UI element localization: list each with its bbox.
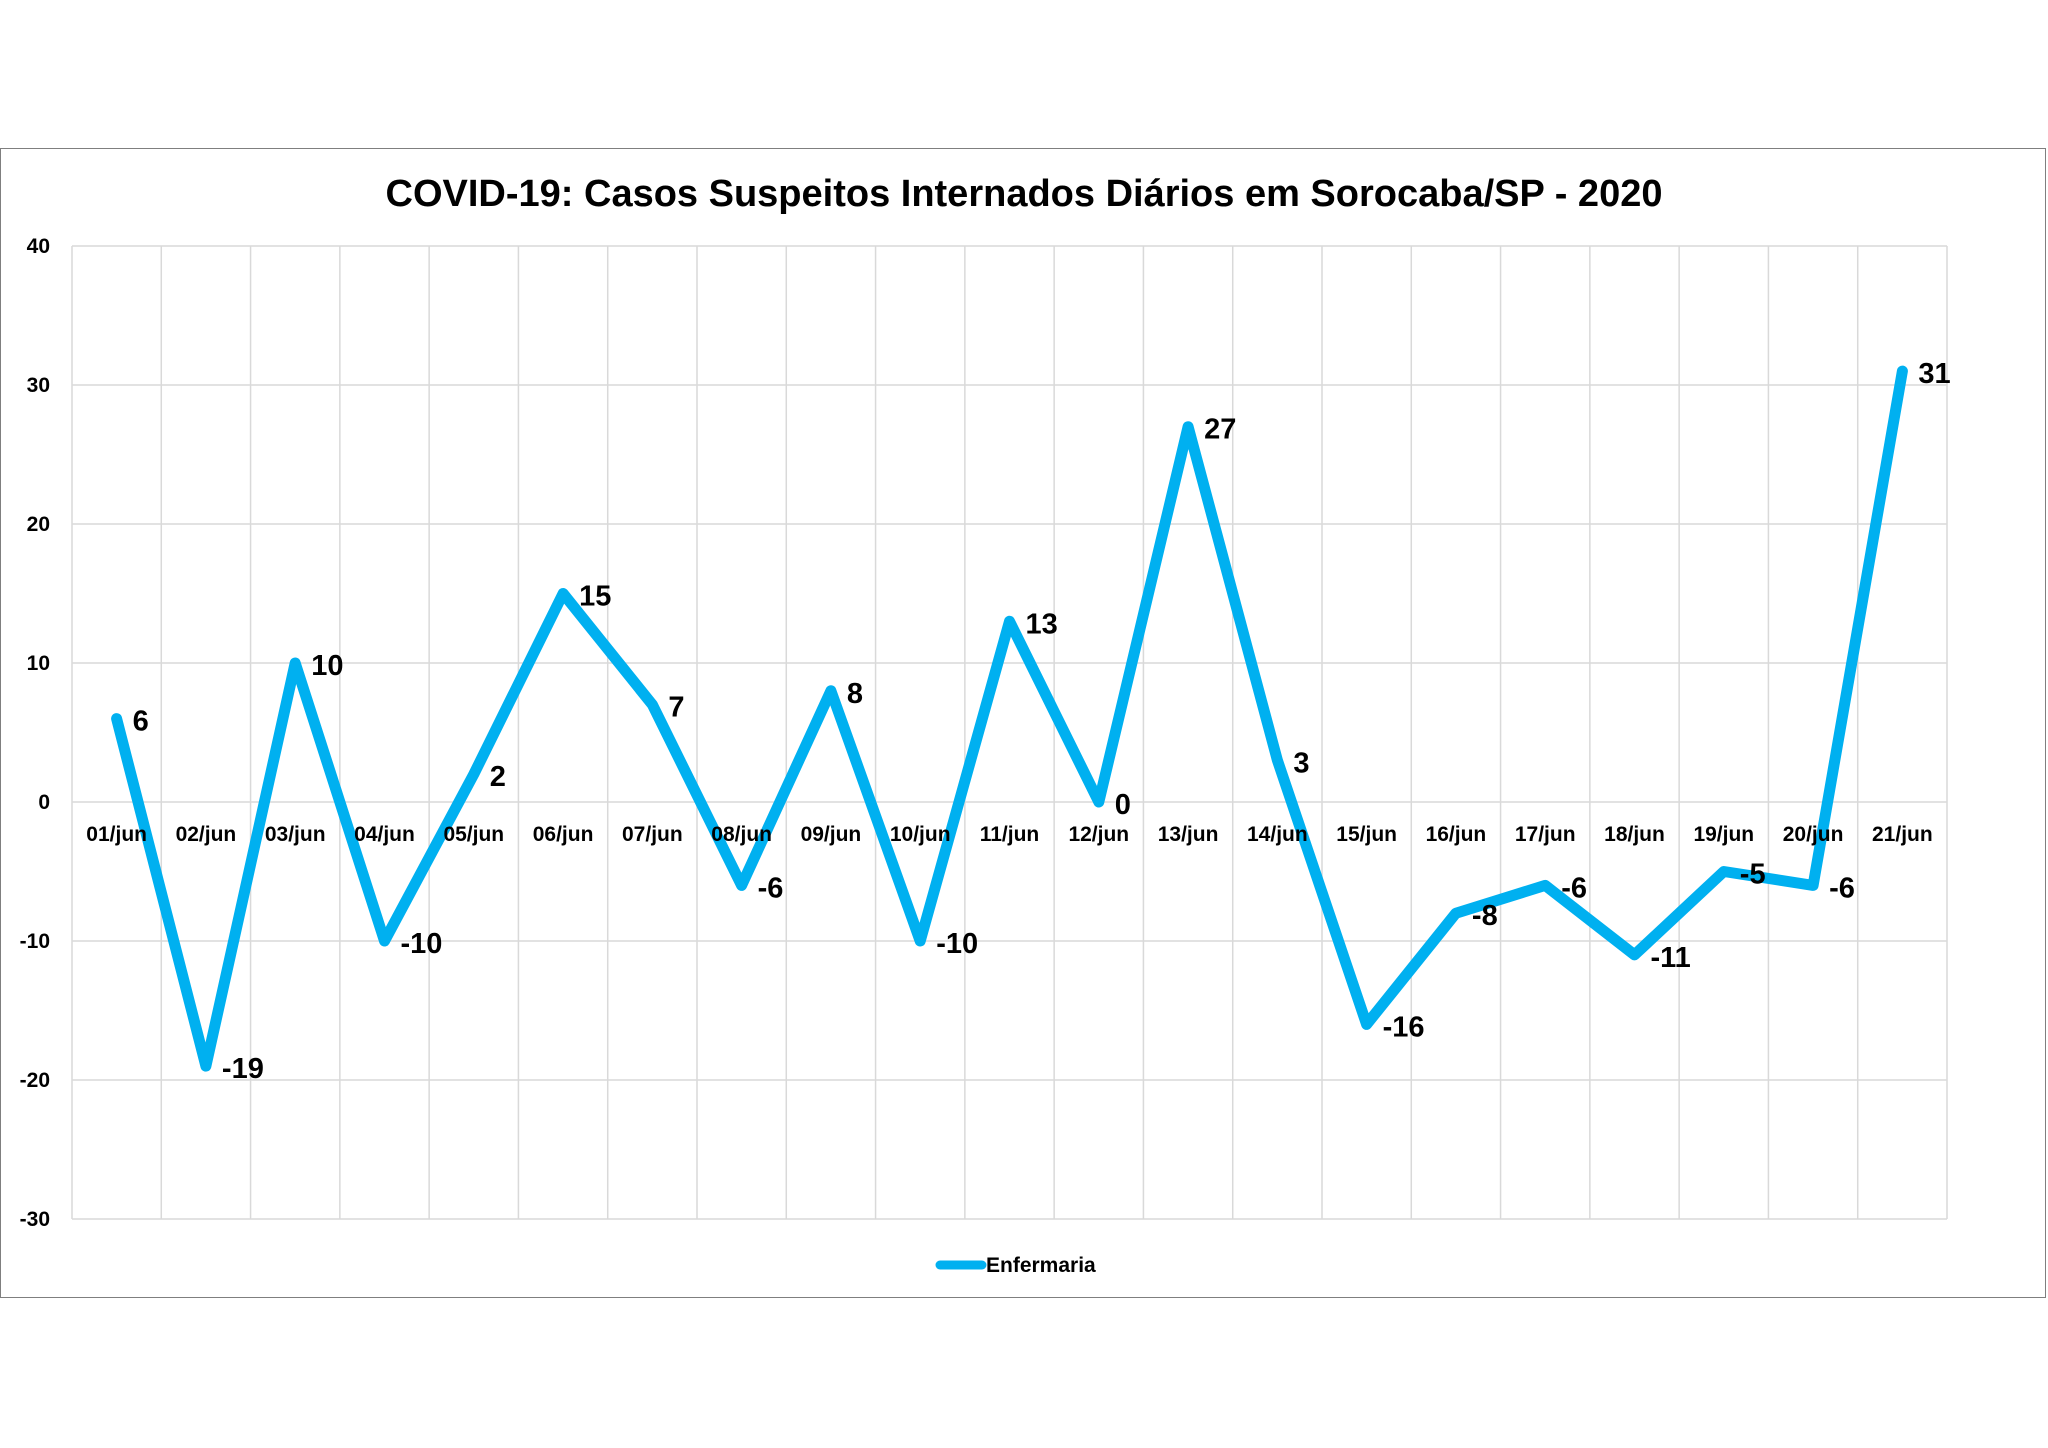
y-axis: 40 30 20 10 0 -10 -20 -30 — [20, 235, 50, 1231]
data-point — [830, 690, 832, 692]
y-tick-label: 10 — [27, 652, 50, 675]
data-point — [384, 940, 385, 942]
data-label: -6 — [758, 872, 784, 904]
x-tick-label: 01/jun — [86, 823, 147, 846]
series-enfermaria — [111, 365, 1908, 1072]
data-point — [1366, 1023, 1368, 1025]
data-point — [562, 593, 564, 594]
x-tick-label: 21/jun — [1872, 823, 1933, 846]
data-point — [651, 704, 653, 706]
x-tick-label: 20/jun — [1783, 823, 1844, 846]
x-tick-label: 08/jun — [711, 823, 772, 846]
data-label: -11 — [1651, 942, 1691, 974]
y-tick-label: 20 — [27, 513, 50, 536]
data-label: 13 — [1026, 608, 1058, 640]
chart-title: COVID-19: Casos Suspeitos Internados Diá… — [386, 173, 1663, 215]
data-label: -10 — [401, 928, 443, 960]
chart-frame — [0, 148, 2046, 1298]
x-tick-label: 16/jun — [1426, 823, 1487, 846]
data-label: 2 — [490, 761, 506, 793]
data-label: -5 — [1740, 859, 1766, 891]
data-label: 7 — [668, 692, 684, 724]
data-label: -6 — [1561, 872, 1587, 904]
x-tick-label: 03/jun — [265, 823, 326, 846]
data-point — [1812, 884, 1814, 886]
y-tick-label: 30 — [27, 374, 50, 397]
data-label: 27 — [1204, 414, 1236, 446]
data-point — [919, 940, 921, 942]
data-point — [1009, 620, 1010, 622]
data-point — [116, 718, 118, 720]
data-label: -16 — [1383, 1011, 1425, 1043]
x-tick-label: 18/jun — [1604, 823, 1665, 846]
y-tick-label: -10 — [20, 930, 50, 953]
x-tick-label: 10/jun — [890, 823, 951, 846]
data-label: 15 — [579, 581, 611, 613]
x-tick-label: 12/jun — [1068, 823, 1129, 846]
data-point — [1276, 759, 1278, 761]
data-label: -8 — [1472, 900, 1498, 932]
x-tick-label: 06/jun — [533, 823, 594, 846]
data-point — [1455, 912, 1457, 914]
data-label: -6 — [1829, 872, 1855, 904]
data-point — [294, 662, 296, 664]
y-tick-label: 40 — [27, 235, 50, 258]
series-line-enfermaria — [111, 365, 1908, 1072]
y-tick-label: -20 — [20, 1069, 50, 1092]
x-tick-label: 11/jun — [980, 823, 1040, 846]
x-tick-label: 09/jun — [801, 823, 862, 846]
data-label: 8 — [847, 678, 863, 710]
data-point — [473, 773, 475, 775]
data-point — [1901, 370, 1903, 372]
y-tick-label: -30 — [20, 1208, 50, 1231]
data-label: 31 — [1918, 358, 1950, 390]
x-tick-label: 13/jun — [1158, 823, 1219, 846]
x-tick-label: 04/jun — [354, 823, 415, 846]
gridlines — [71, 245, 1948, 1220]
x-tick-label: 15/jun — [1336, 823, 1397, 846]
data-label: -19 — [222, 1053, 264, 1085]
y-tick-label: 0 — [38, 791, 50, 814]
data-label: -10 — [936, 928, 978, 960]
x-axis: 01/jun 02/jun 03/jun 04/jun 05/jun 06/jun 07/j… — [86, 823, 1932, 846]
data-point — [1544, 884, 1546, 886]
legend: Enfermaria — [935, 1254, 1096, 1277]
x-tick-label: 14/jun — [1247, 823, 1308, 846]
x-tick-label: 05/jun — [443, 823, 504, 846]
data-label: 3 — [1293, 747, 1309, 779]
data-label: 10 — [311, 650, 343, 682]
data-point — [205, 1065, 207, 1067]
data-point — [1723, 871, 1725, 872]
legend-label-enfermaria: Enfermaria — [986, 1254, 1096, 1277]
data-point — [741, 884, 743, 886]
data-point — [1634, 954, 1635, 956]
data-point — [1098, 801, 1100, 803]
data-labels: 6 -19 10 -10 2 15 7 -6 8 -10 13 0 27 3 -16 -8 -6 -11 -5 -6 3… — [133, 358, 1951, 1085]
data-point — [1187, 426, 1189, 428]
x-tick-label: 19/jun — [1693, 823, 1754, 846]
data-label: 6 — [133, 706, 149, 738]
x-tick-label: 07/jun — [622, 823, 683, 846]
x-tick-label: 02/jun — [176, 823, 237, 846]
data-label: 0 — [1115, 789, 1131, 821]
x-tick-label: 17/jun — [1515, 823, 1576, 846]
